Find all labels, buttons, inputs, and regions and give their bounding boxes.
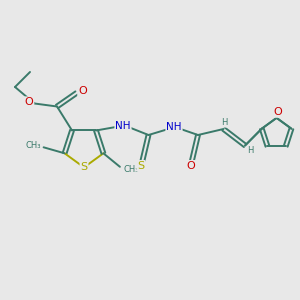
- Text: NH: NH: [115, 121, 131, 131]
- Text: CH₃: CH₃: [124, 165, 139, 174]
- Text: O: O: [25, 97, 34, 107]
- Text: O: O: [186, 161, 195, 171]
- Text: S: S: [80, 162, 88, 172]
- Text: H: H: [221, 118, 228, 127]
- Text: NH: NH: [166, 122, 182, 133]
- Text: S: S: [137, 161, 145, 171]
- Text: H: H: [247, 146, 254, 155]
- Text: O: O: [273, 107, 282, 117]
- Text: CH₃: CH₃: [25, 141, 41, 150]
- Text: O: O: [78, 86, 87, 97]
